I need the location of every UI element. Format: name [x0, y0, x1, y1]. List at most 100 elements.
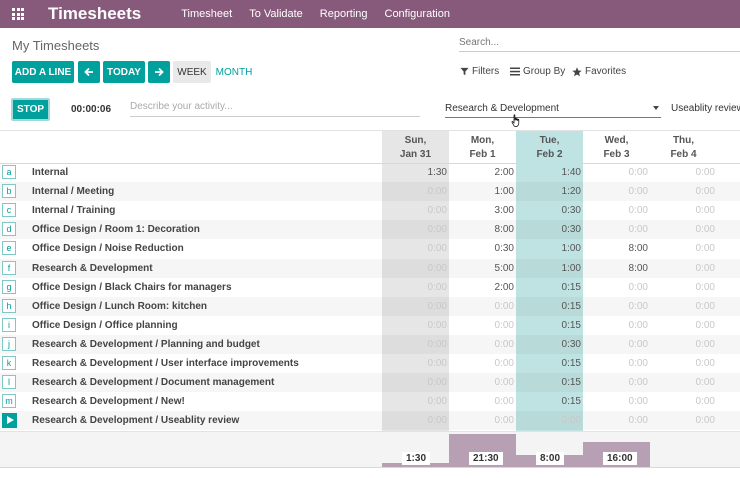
project-select[interactable]: Research & Development	[445, 100, 661, 118]
time-cell[interactable]: 0:00	[427, 396, 447, 408]
row-shortcut-key[interactable]: g	[2, 279, 16, 294]
time-cell[interactable]: 0:00	[628, 415, 648, 427]
time-cell[interactable]: 0:00	[695, 186, 715, 198]
time-cell[interactable]: 0:00	[628, 358, 648, 369]
time-cell[interactable]: 0:15	[561, 377, 581, 389]
time-cell[interactable]: 0:00	[628, 319, 648, 331]
row-shortcut-key[interactable]: d	[2, 222, 16, 237]
time-cell[interactable]: 1:00	[561, 243, 581, 255]
time-cell[interactable]: 0:00	[695, 167, 715, 178]
next-button[interactable]	[148, 61, 170, 83]
time-cell[interactable]: 0:00	[494, 319, 514, 331]
activity-description-input[interactable]: Describe your activity...	[130, 101, 420, 117]
menu-to-validate[interactable]: To Validate	[249, 8, 303, 20]
time-cell[interactable]: 0:00	[695, 262, 715, 274]
menu-reporting[interactable]: Reporting	[319, 8, 368, 20]
time-cell[interactable]: 0:15	[561, 281, 581, 293]
time-cell[interactable]: 1:00	[494, 186, 514, 198]
play-icon[interactable]	[2, 413, 17, 429]
row-shortcut-key[interactable]: b	[2, 184, 16, 199]
row-shortcut-key[interactable]: k	[2, 356, 16, 370]
time-cell[interactable]: 0:00	[695, 319, 715, 331]
time-cell[interactable]: 8:00	[628, 262, 648, 274]
time-cell[interactable]: 0:00	[628, 338, 648, 350]
time-cell[interactable]: 0:00	[695, 300, 715, 312]
time-cell[interactable]: 0:00	[628, 167, 648, 178]
time-cell[interactable]: 0:00	[427, 205, 447, 217]
row-shortcut-key[interactable]: c	[2, 203, 16, 218]
time-cell[interactable]: 5:00	[494, 262, 514, 274]
time-cell[interactable]: 0:30	[561, 338, 581, 350]
time-cell[interactable]: 0:00	[427, 377, 447, 389]
time-cell[interactable]: 0:00	[695, 396, 715, 408]
time-cell[interactable]: 0:00	[695, 377, 715, 389]
time-cell[interactable]: 2:00	[494, 167, 514, 178]
group-by-button[interactable]: Group By	[510, 66, 565, 77]
previous-button[interactable]	[78, 61, 100, 83]
filters-button[interactable]: Filters	[460, 66, 499, 77]
time-cell[interactable]: 1:40	[561, 167, 581, 178]
time-cell[interactable]: 0:00	[628, 396, 648, 408]
time-cell[interactable]: 0:00	[695, 415, 715, 427]
time-cell[interactable]: 0:30	[494, 243, 514, 255]
time-cell[interactable]: 0:15	[561, 396, 581, 408]
time-cell[interactable]: 0:30	[561, 224, 581, 236]
time-cell[interactable]: 8:00	[628, 243, 648, 255]
time-cell[interactable]: 2:00	[494, 281, 514, 293]
time-cell[interactable]: 0:00	[427, 300, 447, 312]
time-cell[interactable]: 1:00	[561, 262, 581, 274]
time-cell[interactable]: 0:00	[695, 281, 715, 293]
week-view-button[interactable]: WEEK	[173, 61, 211, 83]
row-shortcut-key[interactable]: a	[2, 165, 16, 179]
time-cell[interactable]: 0:00	[628, 377, 648, 389]
time-cell[interactable]: 0:00	[427, 338, 447, 350]
time-cell[interactable]: 0:00	[427, 281, 447, 293]
time-cell[interactable]: 0:15	[561, 358, 581, 369]
row-shortcut-key[interactable]: h	[2, 298, 16, 313]
favorites-button[interactable]: Favorites	[572, 66, 626, 77]
time-cell[interactable]: 0:00	[427, 358, 447, 369]
menu-configuration[interactable]: Configuration	[384, 8, 450, 20]
time-cell[interactable]: 0:00	[561, 415, 581, 427]
time-cell[interactable]: 0:00	[427, 319, 447, 331]
time-cell[interactable]: 0:00	[427, 243, 447, 255]
time-cell[interactable]: 0:00	[427, 224, 447, 236]
time-cell[interactable]: 0:00	[628, 224, 648, 236]
time-cell[interactable]: 0:00	[494, 358, 514, 369]
time-cell[interactable]: 0:00	[695, 338, 715, 350]
time-cell[interactable]: 0:00	[427, 415, 447, 427]
time-cell[interactable]: 1:30	[427, 167, 447, 178]
task-select[interactable]: Useablity review	[671, 103, 740, 114]
row-shortcut-key[interactable]: e	[2, 241, 16, 256]
apps-grid-icon[interactable]	[0, 0, 36, 28]
time-cell[interactable]: 0:00	[628, 300, 648, 312]
time-cell[interactable]: 0:00	[628, 186, 648, 198]
time-cell[interactable]: 0:00	[695, 358, 715, 369]
row-shortcut-key[interactable]: i	[2, 317, 16, 332]
time-cell[interactable]: 0:00	[494, 300, 514, 312]
time-cell[interactable]: 0:00	[494, 415, 514, 427]
time-cell[interactable]: 0:00	[494, 377, 514, 389]
time-cell[interactable]: 0:00	[427, 262, 447, 274]
time-cell[interactable]: 3:00	[494, 205, 514, 217]
today-button[interactable]: TODAY	[103, 61, 145, 83]
time-cell[interactable]: 0:30	[561, 205, 581, 217]
row-shortcut-key[interactable]: f	[2, 260, 16, 275]
menu-timesheet[interactable]: Timesheet	[181, 8, 233, 20]
row-shortcut-key[interactable]: j	[2, 336, 16, 351]
time-cell[interactable]: 0:15	[561, 300, 581, 312]
stop-button[interactable]: STOP	[11, 98, 50, 121]
time-cell[interactable]: 0:00	[628, 205, 648, 217]
time-cell[interactable]: 0:15	[561, 319, 581, 331]
time-cell[interactable]: 1:20	[561, 186, 581, 198]
month-view-button[interactable]: MONTH	[215, 66, 253, 78]
time-cell[interactable]: 0:00	[695, 205, 715, 217]
time-cell[interactable]: 0:00	[494, 338, 514, 350]
time-cell[interactable]: 0:00	[427, 186, 447, 198]
time-cell[interactable]: 0:00	[695, 224, 715, 236]
row-shortcut-key[interactable]: l	[2, 375, 16, 390]
time-cell[interactable]: 0:00	[695, 243, 715, 255]
row-shortcut-key[interactable]: m	[2, 394, 16, 409]
time-cell[interactable]: 0:00	[628, 281, 648, 293]
time-cell[interactable]: 8:00	[494, 224, 514, 236]
